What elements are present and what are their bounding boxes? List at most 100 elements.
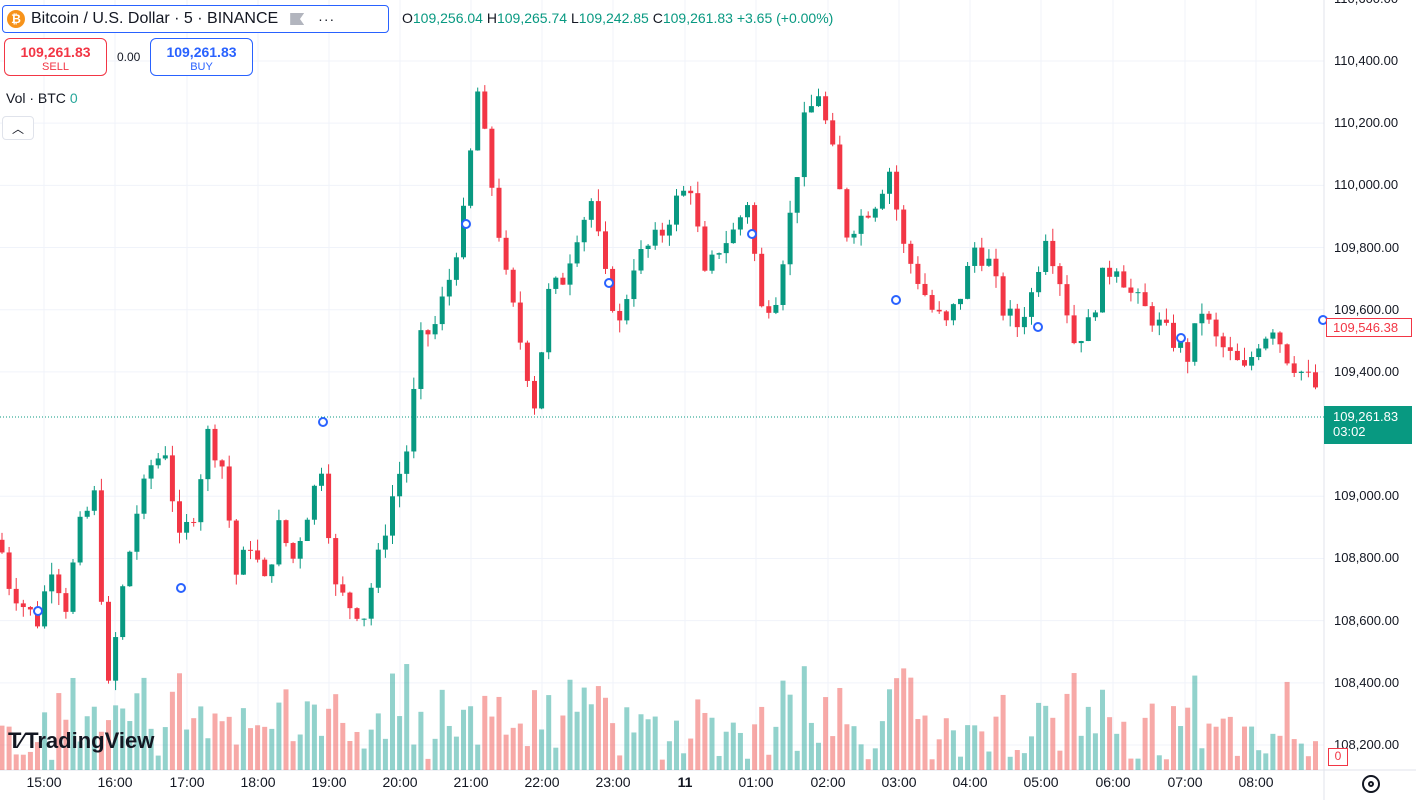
volume-bar bbox=[390, 673, 395, 770]
volume-bar bbox=[205, 738, 211, 770]
candle-body bbox=[404, 451, 410, 474]
volume-bar bbox=[35, 742, 40, 770]
candle-body bbox=[84, 510, 90, 517]
candle-body bbox=[63, 593, 69, 612]
volume-bar bbox=[901, 668, 907, 770]
volume-bar bbox=[730, 722, 736, 770]
candle-body bbox=[993, 258, 999, 277]
flag-icon[interactable] bbox=[290, 13, 305, 25]
volume-bar bbox=[1128, 758, 1134, 770]
candle-body bbox=[1192, 323, 1198, 362]
candle-body bbox=[1050, 240, 1056, 267]
volume-bar bbox=[63, 719, 69, 770]
symbol-legend[interactable]: ₿ Bitcoin / U.S. Dollar · 5 · BINANCE ··… bbox=[2, 5, 389, 33]
price-axis-label: 109,000.00 bbox=[1334, 488, 1400, 504]
candle-body bbox=[91, 490, 97, 511]
candle-body bbox=[1199, 313, 1205, 324]
candle-body bbox=[581, 219, 587, 243]
volume-bar bbox=[851, 726, 857, 770]
volume-bar bbox=[858, 744, 864, 770]
candle-body bbox=[787, 212, 793, 265]
event-marker bbox=[891, 295, 901, 305]
candle-body bbox=[666, 224, 672, 236]
volume-bar bbox=[645, 719, 651, 770]
volume-bar bbox=[546, 695, 552, 770]
candle-body bbox=[1085, 317, 1091, 342]
event-marker bbox=[318, 417, 328, 427]
volume-bar bbox=[0, 725, 5, 770]
candle-body bbox=[347, 592, 353, 609]
volume-bar bbox=[524, 746, 530, 770]
volume-bar bbox=[113, 705, 119, 770]
candle-body bbox=[1156, 319, 1162, 326]
event-marker bbox=[176, 583, 186, 593]
price-axis-label: 110,200.00 bbox=[1334, 115, 1399, 131]
volume-bar bbox=[567, 679, 573, 770]
volume-bar bbox=[453, 736, 459, 770]
volume-bar bbox=[127, 721, 133, 770]
time-axis[interactable]: 15:00 16:00 17:00 18:00 19:00 20:00 21:00 22:00… bbox=[0, 770, 1324, 800]
symbol-title[interactable]: Bitcoin / U.S. Dollar · 5 · BINANCE bbox=[31, 10, 279, 27]
volume-value: 0 bbox=[69, 90, 78, 106]
candle-body bbox=[155, 458, 161, 466]
candle-body bbox=[567, 263, 573, 285]
candle-body bbox=[1029, 292, 1034, 317]
volume-bar bbox=[1242, 726, 1247, 770]
volume-bar bbox=[468, 706, 474, 770]
sell-button[interactable]: 109,261.83 SELL bbox=[4, 38, 107, 76]
candle-body bbox=[1263, 338, 1269, 349]
change-value: +3.65 (+0.00%) bbox=[736, 10, 834, 26]
price-axis-label: 108,600.00 bbox=[1334, 612, 1400, 628]
volume-bar bbox=[908, 677, 914, 770]
candle-body bbox=[304, 519, 310, 542]
candle-body bbox=[858, 215, 864, 234]
volume-bar bbox=[631, 732, 637, 770]
candle-body bbox=[837, 144, 843, 190]
volume-bar bbox=[1014, 750, 1020, 770]
volume-bar bbox=[844, 724, 850, 770]
tradingview-logo[interactable]: T∕ TradingView bbox=[8, 728, 154, 754]
candle-body bbox=[205, 428, 211, 480]
volume-bar bbox=[879, 721, 885, 770]
volume-bar bbox=[872, 748, 878, 770]
volume-bar bbox=[1036, 702, 1042, 770]
volume-bar bbox=[702, 712, 708, 770]
volume-bar bbox=[1298, 743, 1304, 770]
volume-bar bbox=[1085, 706, 1091, 770]
more-icon[interactable]: ··· bbox=[318, 11, 336, 27]
collapse-legend-button[interactable]: ︿ bbox=[2, 116, 34, 140]
time-axis-label: 06:00 bbox=[1095, 774, 1131, 790]
candle-body bbox=[965, 265, 971, 299]
candle-body bbox=[652, 229, 658, 246]
time-axis-label: 03:00 bbox=[881, 774, 917, 790]
volume-bar bbox=[595, 686, 601, 770]
candle-body bbox=[659, 229, 665, 236]
candle-body bbox=[851, 233, 857, 238]
candle-body bbox=[546, 288, 552, 353]
candle-body bbox=[361, 618, 367, 620]
buy-button[interactable]: 109,261.83 BUY bbox=[150, 38, 253, 76]
volume-bar bbox=[446, 725, 452, 770]
volume-bar bbox=[404, 664, 410, 770]
ohlc-values: O109,256.04 H109,265.74 L109,242.85 C109… bbox=[402, 10, 834, 26]
settings-icon[interactable] bbox=[1362, 775, 1380, 793]
volume-bar bbox=[1220, 718, 1226, 770]
candle-body bbox=[1057, 266, 1063, 285]
volume-bar bbox=[659, 759, 665, 770]
volume-bar bbox=[894, 678, 900, 770]
buy-price: 109,261.83 bbox=[166, 44, 237, 60]
candle-body bbox=[517, 302, 523, 343]
volume-bar bbox=[212, 713, 218, 770]
volume-bar bbox=[560, 715, 566, 770]
volume-legend[interactable]: Vol · BTC 0 bbox=[6, 90, 78, 106]
volume-bar bbox=[248, 728, 253, 770]
volume-bar bbox=[610, 723, 616, 770]
time-axis-label: 01:00 bbox=[738, 774, 774, 790]
candle-body bbox=[950, 304, 956, 321]
candle-body bbox=[688, 190, 694, 194]
volume-bar bbox=[1284, 681, 1290, 770]
volume-bar bbox=[581, 687, 587, 770]
volume-bar bbox=[837, 687, 843, 770]
price-axis[interactable]: 110,600.00 110,400.00 110,200.00 110,000.00… bbox=[1324, 0, 1416, 770]
